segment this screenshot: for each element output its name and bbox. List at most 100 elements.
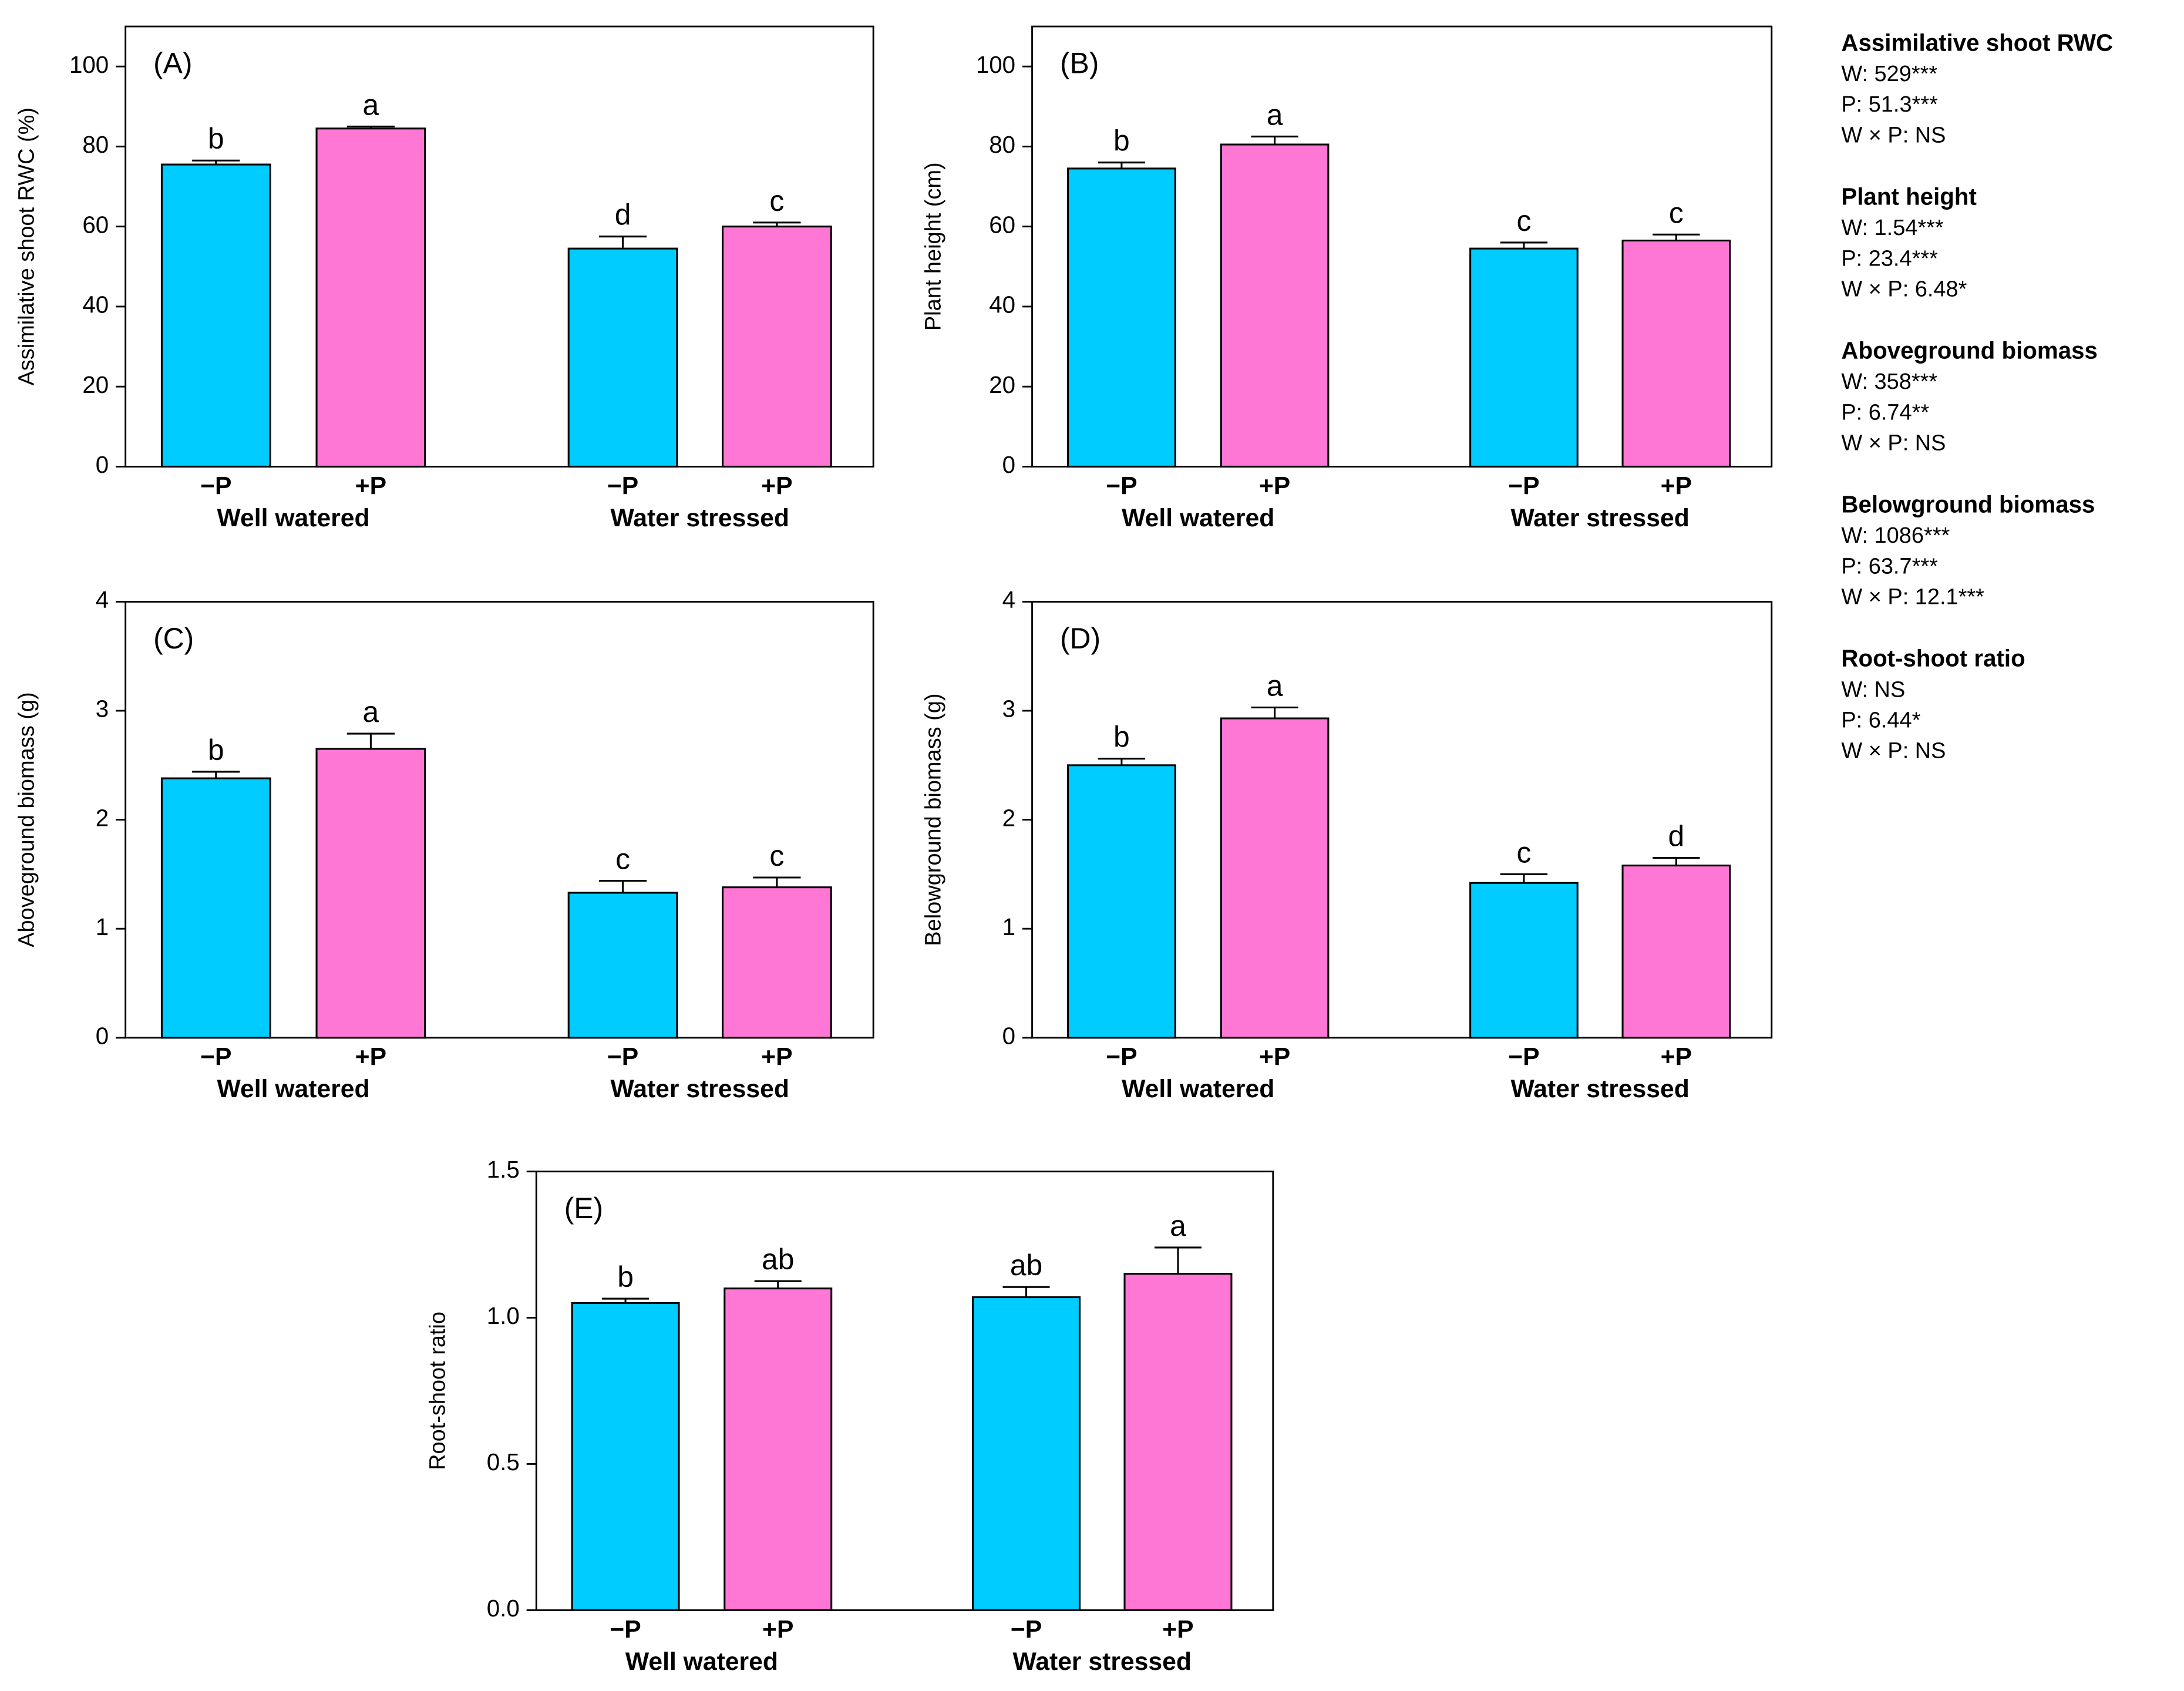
error-bar xyxy=(1251,135,1298,145)
stat-line: W: 1.54*** xyxy=(1841,216,1944,240)
error-bar xyxy=(1653,233,1700,241)
y-axis-label: Belowground biomass (g) xyxy=(921,694,946,946)
stat-line: P: 63.7*** xyxy=(1841,554,1938,579)
error-bar xyxy=(598,236,647,249)
error-bar xyxy=(1098,162,1146,169)
error-bar xyxy=(346,732,395,749)
bar xyxy=(160,163,271,468)
group-label: Water stressed xyxy=(1510,504,1689,532)
significance-letter: b xyxy=(208,122,224,155)
significance-letter: c xyxy=(615,843,630,876)
bar xyxy=(1220,143,1330,468)
bar xyxy=(1469,882,1579,1039)
bar xyxy=(722,886,832,1039)
group-label: Water stressed xyxy=(611,504,789,532)
y-tick-label: 2 xyxy=(96,805,109,831)
error-bar xyxy=(1500,241,1548,249)
y-tick-label: 20 xyxy=(82,372,109,398)
group-label: Well watered xyxy=(1122,1075,1274,1103)
bar xyxy=(567,247,678,468)
error-bar xyxy=(602,1297,650,1303)
group-label: Water stressed xyxy=(1013,1648,1192,1676)
x-tick-label: +P xyxy=(355,1043,386,1071)
significance-letter: c xyxy=(1669,196,1684,229)
x-tick-label: −P xyxy=(1011,1615,1042,1643)
y-axis-label: Assimilative shoot RWC (%) xyxy=(15,107,39,386)
y-tick-label: 100 xyxy=(69,52,109,78)
y-axis-label: Plant height (cm) xyxy=(921,162,946,331)
y-tick-label: 40 xyxy=(989,292,1015,318)
stat-line: W: NS xyxy=(1841,677,1905,702)
error-bar xyxy=(192,159,240,165)
bar xyxy=(160,777,271,1039)
stat-title: Belowground biomass xyxy=(1841,492,2095,518)
error-bar xyxy=(346,125,395,129)
significance-letter: c xyxy=(1516,836,1531,869)
error-bar xyxy=(1653,857,1700,866)
y-tick-label: 0 xyxy=(1002,452,1015,478)
error-bar xyxy=(192,771,240,779)
significance-letter: c xyxy=(1516,204,1531,237)
y-tick-label: 1 xyxy=(1002,914,1015,940)
x-tick-label: +P xyxy=(355,472,386,500)
stat-line: P: 6.44* xyxy=(1841,708,1920,732)
stat-title: Root-shoot ratio xyxy=(1841,646,2025,672)
significance-letter: a xyxy=(1267,669,1283,702)
stat-line: W: 529*** xyxy=(1841,62,1937,86)
bar xyxy=(315,748,426,1039)
y-tick-label: 100 xyxy=(976,52,1015,78)
group-label: Well watered xyxy=(217,504,370,532)
error-bar xyxy=(1002,1286,1050,1297)
significance-letter: b xyxy=(208,734,224,767)
plot-frame xyxy=(124,25,874,468)
y-tick-label: 80 xyxy=(82,132,109,158)
group-label: Well watered xyxy=(1122,504,1274,532)
x-tick-label: −P xyxy=(1508,1043,1539,1071)
significance-letter: a xyxy=(363,88,379,121)
y-tick-label: 20 xyxy=(989,372,1015,398)
y-tick-label: 0 xyxy=(1002,1023,1015,1049)
group-label: Water stressed xyxy=(611,1075,789,1103)
panel-label: (E) xyxy=(564,1192,603,1225)
bar xyxy=(1067,167,1176,468)
significance-letter: a xyxy=(363,695,379,728)
panel-label: (B) xyxy=(1060,47,1099,80)
y-tick-label: 4 xyxy=(96,587,109,613)
plot-frame xyxy=(535,1171,1274,1611)
y-tick-label: 0.0 xyxy=(487,1595,520,1622)
stat-line: P: 6.74** xyxy=(1841,400,1929,425)
y-tick-label: 2 xyxy=(1002,805,1015,831)
stat-line: W: 1086*** xyxy=(1841,523,1950,548)
y-axis-label: Root-shoot ratio xyxy=(425,1312,450,1470)
group-label: Water stressed xyxy=(1510,1075,1689,1103)
stat-line: W × P: 12.1*** xyxy=(1841,585,1984,610)
x-tick-label: −P xyxy=(1106,1043,1137,1071)
x-tick-label: −P xyxy=(610,1615,641,1643)
group-label: Well watered xyxy=(217,1075,370,1103)
significance-letter: ab xyxy=(762,1243,794,1276)
bar xyxy=(571,1302,680,1611)
x-tick-label: −P xyxy=(200,472,231,500)
x-tick-label: +P xyxy=(1661,1043,1692,1071)
bar xyxy=(1469,247,1579,468)
error-bar xyxy=(753,221,801,227)
x-tick-label: +P xyxy=(761,472,792,500)
stat-line: P: 51.3*** xyxy=(1841,92,1938,117)
error-bar xyxy=(754,1280,802,1289)
stat-line: P: 23.4*** xyxy=(1841,246,1938,271)
significance-letter: c xyxy=(769,184,784,217)
y-tick-label: 1.5 xyxy=(487,1157,520,1183)
bar xyxy=(1621,239,1731,468)
stat-line: W × P: NS xyxy=(1841,739,1946,764)
error-bar xyxy=(1154,1246,1202,1274)
y-tick-label: 0 xyxy=(96,452,109,478)
bar xyxy=(567,892,678,1039)
bar xyxy=(1067,764,1176,1039)
x-tick-label: −P xyxy=(607,472,638,500)
y-tick-label: 3 xyxy=(1002,696,1015,722)
y-tick-label: 1 xyxy=(96,914,109,940)
x-tick-label: −P xyxy=(1106,472,1137,500)
panel-label: (C) xyxy=(153,622,194,655)
significance-letter: b xyxy=(1113,721,1130,754)
